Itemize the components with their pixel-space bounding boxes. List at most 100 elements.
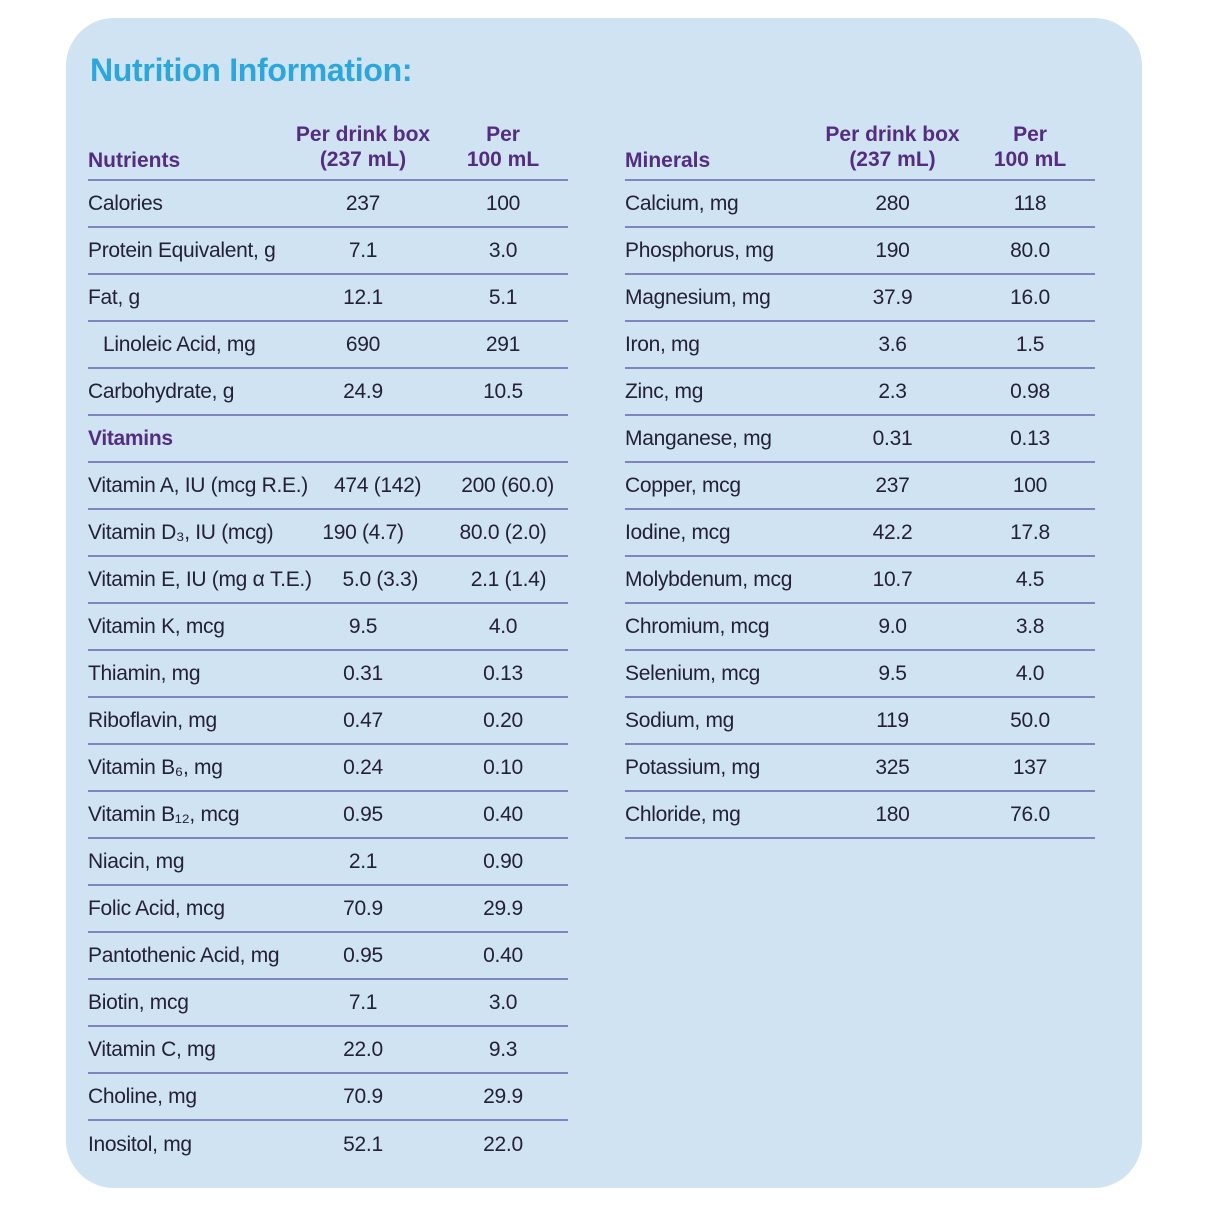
row-label: Manganese, mg (625, 426, 772, 450)
table-row: Vitamin B₆, mg 0.24 0.10 (88, 745, 568, 792)
nutrients-table-rows: Calories 237 100 Protein Equivalent, g 7… (88, 181, 568, 1168)
per-drink-box-value: 237 (875, 473, 910, 497)
per-drink-box-value: 3.6 (878, 332, 907, 356)
per-100ml-value: 50.0 (1010, 708, 1050, 732)
per-100ml-value: 5.1 (488, 285, 518, 309)
row-label: Carbohydrate, g (88, 379, 235, 403)
row-label: Magnesium, mg (625, 285, 771, 309)
minerals-table-rows: Calcium, mg 280 118 Phosphorus, mg 190 8… (625, 181, 1095, 839)
row-label: Iron, mg (625, 332, 700, 356)
per-100ml-value: 0.98 (1010, 379, 1050, 403)
per-100ml-value: 118 (1013, 191, 1047, 215)
per-100ml-column-header: Per 100 mL (993, 123, 1067, 172)
per-drink-box-value: 70.9 (343, 896, 383, 920)
table-row: Fat, g 12.1 5.1 (88, 275, 568, 322)
row-label: Pantothenic Acid, mg (88, 943, 280, 967)
per-100ml-value: 1.5 (1015, 332, 1045, 356)
table-row: Vitamin B₁₂, mcg 0.95 0.40 (88, 792, 568, 839)
per-100ml-column-header: Per 100 mL (466, 123, 540, 172)
table-row: Chloride, mg 180 76.0 (625, 792, 1095, 839)
per-100ml-value: 9.3 (488, 1037, 518, 1061)
per-drink-box-value: 474 (142) (334, 473, 422, 497)
row-label: Molybdenum, mcg (625, 567, 793, 591)
per-100ml-value: 29.9 (483, 896, 523, 920)
per-100ml-value: 76.0 (1010, 802, 1050, 826)
row-label: Biotin, mcg (88, 990, 189, 1014)
table-row: Selenium, mcg 9.5 4.0 (625, 651, 1095, 698)
per-drink-box-value: 7.1 (348, 238, 378, 262)
table-row: Manganese, mg 0.31 0.13 (625, 416, 1095, 463)
row-label: Niacin, mg (88, 849, 185, 873)
table-row: Thiamin, mg 0.31 0.13 (88, 651, 568, 698)
per-100ml-value: 0.40 (483, 943, 523, 967)
row-label: Iodine, mcg (625, 520, 731, 544)
table-row: Protein Equivalent, g 7.1 3.0 (88, 228, 568, 275)
per-drink-box-value: 37.9 (872, 285, 913, 309)
row-label: Potassium, mg (625, 755, 760, 779)
row-label: Calories (88, 191, 163, 215)
table-row: Iodine, mcg 42.2 17.8 (625, 510, 1095, 557)
per-100ml-value: 3.8 (1015, 614, 1045, 638)
table-row: Pantothenic Acid, mg 0.95 0.40 (88, 933, 568, 980)
per-100ml-value: 200 (60.0) (461, 473, 554, 497)
per-drink-box-value: 42.2 (872, 520, 913, 544)
per-drink-box-value: 70.9 (343, 1084, 383, 1108)
row-label: Sodium, mg (625, 708, 735, 732)
per-100ml-value: 17.8 (1010, 520, 1050, 544)
nutrients-column-header: Nutrients (88, 149, 181, 172)
table-row: Vitamin D₃, IU (mcg) 190 (4.7) 80.0 (2.0… (88, 510, 568, 557)
per-drink-box-value: 0.31 (343, 661, 383, 685)
table-row: Calcium, mg 280 118 (625, 181, 1095, 228)
table-row: Biotin, mcg 7.1 3.0 (88, 980, 568, 1027)
row-label: Copper, mcg (625, 473, 741, 497)
per-100ml-value: 4.5 (1015, 567, 1045, 591)
per-100ml-value: 2.1 (1.4) (470, 567, 547, 591)
table-row: Potassium, mg 325 137 (625, 745, 1095, 792)
per-drink-box-value: 690 (345, 332, 381, 356)
per-drink-box-value: 12.1 (343, 285, 383, 309)
per-100ml-value: 4.0 (1015, 661, 1045, 685)
per-drink-box-value: 119 (876, 708, 909, 732)
per-100ml-value: 0.13 (483, 661, 523, 685)
row-label: Vitamin D₃, IU (mcg) (88, 520, 274, 544)
minerals-table: Minerals Per drink box (237 mL) Per 100 … (625, 113, 1095, 839)
table-row: Copper, mcg 237 100 (625, 463, 1095, 510)
per-100ml-value: 100 (1012, 473, 1048, 497)
per-drink-box-column-header: Per drink box (237 mL) (825, 123, 960, 172)
row-label: Calcium, mg (625, 191, 739, 215)
row-label: Fat, g (88, 285, 140, 309)
table-row: Inositol, mg 52.1 22.0 (88, 1121, 568, 1168)
table-row: Molybdenum, mcg 10.7 4.5 (625, 557, 1095, 604)
per-drink-box-value: 52.1 (343, 1132, 383, 1156)
per-drink-box-value: 24.9 (343, 379, 383, 403)
row-label: Chloride, mg (625, 802, 741, 826)
per-drink-box-value: 0.31 (872, 426, 913, 450)
per-100ml-value: 80.0 (2.0) (459, 520, 547, 544)
per-drink-box-value: 237 (345, 191, 381, 215)
per-100ml-value: 10.5 (483, 379, 523, 403)
per-drink-box-value: 9.0 (878, 614, 907, 638)
per-100ml-value: 22.0 (483, 1132, 523, 1156)
row-label: Vitamin K, mcg (88, 614, 225, 638)
table-row: Vitamin K, mcg 9.5 4.0 (88, 604, 568, 651)
per-100ml-value: 29.9 (483, 1084, 523, 1108)
section-header-row: Vitamins (88, 416, 568, 463)
table-row: Folic Acid, mcg 70.9 29.9 (88, 886, 568, 933)
per-100ml-value: 0.20 (483, 708, 523, 732)
per-100ml-value: 0.13 (1010, 426, 1050, 450)
per-drink-box-value: 0.95 (343, 943, 383, 967)
per-drink-box-value: 9.5 (878, 661, 907, 685)
table-row: Vitamin E, IU (mg α T.E.) 5.0 (3.3) 2.1 … (88, 557, 568, 604)
per-100ml-value: 291 (485, 332, 521, 356)
table-row: Chromium, mcg 9.0 3.8 (625, 604, 1095, 651)
per-100ml-value: 3.0 (488, 990, 518, 1014)
per-drink-box-value: 0.95 (343, 802, 383, 826)
table-row: Vitamin A, IU (mcg R.E.) 474 (142) 200 (… (88, 463, 568, 510)
per-100ml-value: 0.40 (483, 802, 523, 826)
per-100ml-value: 100 (485, 191, 521, 215)
row-label: Riboflavin, mg (88, 708, 217, 732)
table-row: Iron, mg 3.6 1.5 (625, 322, 1095, 369)
table-row: Phosphorus, mg 190 80.0 (625, 228, 1095, 275)
table-row: Carbohydrate, g 24.9 10.5 (88, 369, 568, 416)
per-drink-box-column-header: Per drink box (237 mL) (295, 123, 431, 172)
